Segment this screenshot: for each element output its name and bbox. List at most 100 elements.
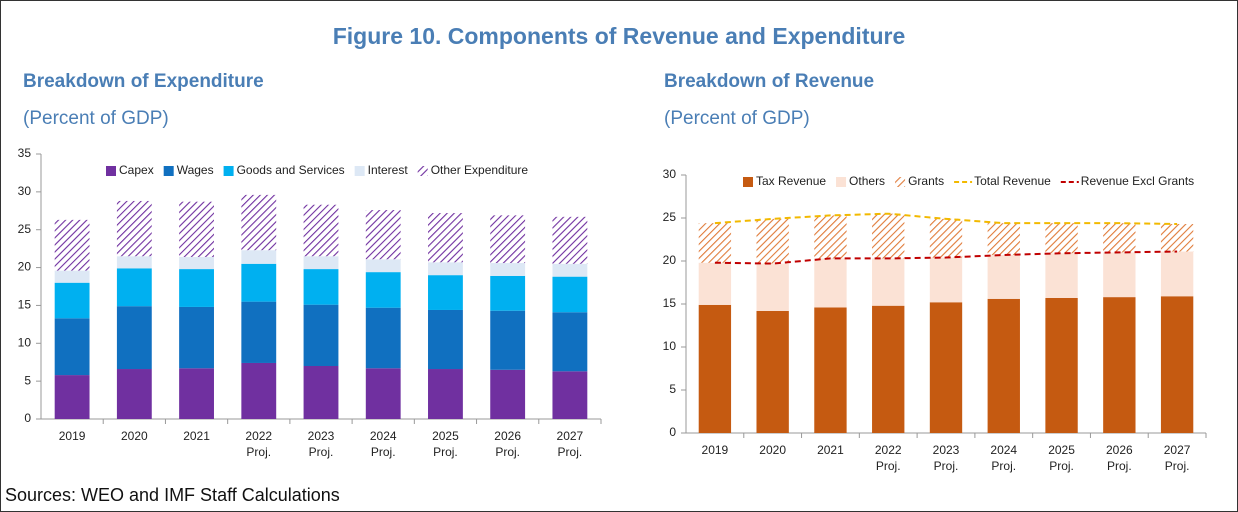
bar-segment — [490, 310, 526, 370]
line-series — [714, 212, 1178, 226]
bar-segment — [54, 375, 90, 419]
x-tick-label: 2022 Proj. — [874, 443, 902, 474]
bar-segment — [490, 215, 526, 264]
x-tick-label: 2021 — [183, 429, 210, 443]
bar-segment — [929, 257, 963, 303]
x-tick-label: 2026 Proj. — [494, 429, 521, 460]
bar-segment — [490, 369, 526, 419]
legend-swatch — [743, 177, 753, 187]
bar-segment — [303, 366, 339, 419]
bar-segment — [814, 258, 847, 308]
line-series — [714, 250, 1178, 265]
legend-label: Capex — [119, 163, 154, 177]
bar-segment — [1103, 297, 1136, 433]
bar-segment — [365, 368, 401, 419]
bar-segment — [1160, 224, 1194, 252]
x-tick-label: 2024 Proj. — [990, 443, 1018, 474]
bar-segment — [1045, 223, 1078, 254]
y-tick-label: 0 — [669, 425, 676, 439]
bar-segment — [365, 210, 401, 260]
bar-segment — [179, 256, 214, 270]
bar-segment — [756, 310, 789, 433]
bar-segment — [552, 371, 588, 419]
bar-segment — [428, 309, 463, 370]
legend-label: Goods and Services — [237, 163, 345, 177]
bar-segment — [872, 258, 905, 306]
bar-segment — [490, 263, 526, 276]
chart-title: Breakdown of Revenue — [664, 71, 875, 92]
x-tick-label: 2022 Proj. — [245, 429, 273, 460]
bar-segment — [987, 298, 1020, 433]
x-tick-label: 2026 Proj. — [1105, 443, 1133, 474]
legend-swatch — [836, 177, 847, 187]
bar-segment — [365, 307, 401, 369]
chart-subtitle: (Percent of GDP) — [23, 108, 169, 129]
x-tick-label: 2025 Proj. — [432, 429, 459, 460]
bar-segment — [365, 272, 401, 308]
y-tick-label: 20 — [18, 260, 32, 274]
bar-segment — [814, 215, 847, 259]
legend-label: Interest — [368, 163, 409, 177]
y-tick-label: 15 — [18, 298, 32, 312]
x-tick-label: 2021 — [817, 443, 844, 457]
bar-segment — [552, 216, 588, 264]
bar-segment — [698, 262, 732, 305]
y-tick-label: 15 — [663, 296, 677, 310]
x-tick-label: 2027 Proj. — [1163, 443, 1191, 474]
bar-segment — [756, 263, 789, 311]
bar-segment — [365, 259, 401, 273]
x-tick-label: 2024 Proj. — [369, 429, 397, 460]
legend-label: Wages — [177, 163, 214, 177]
legend-swatch — [895, 177, 906, 187]
x-tick-label: 2023 Proj. — [307, 429, 335, 460]
chart-title: Breakdown of Expenditure — [23, 71, 264, 92]
x-tick-label: 2023 Proj. — [932, 443, 960, 474]
bar-segment — [552, 312, 588, 372]
y-tick-label: 5 — [669, 382, 676, 396]
bar-segment — [552, 263, 588, 277]
bar-segment — [116, 369, 152, 419]
legend-label: Other Expenditure — [431, 163, 529, 177]
bar-segment — [1160, 251, 1194, 297]
sources: Sources: WEO and IMF Staff Calculations — [5, 485, 340, 505]
bar-segment — [1103, 223, 1136, 253]
y-tick-label: 35 — [18, 146, 32, 160]
y-tick-label: 0 — [24, 411, 31, 425]
bar-segment — [428, 275, 463, 310]
bar-segment — [929, 302, 963, 433]
legend-label: Revenue Excl Grants — [1081, 174, 1194, 188]
bar-segment — [241, 250, 277, 264]
x-tick-label: 2025 Proj. — [1048, 443, 1075, 474]
bar-segment — [116, 306, 152, 370]
x-tick-label: 2027 Proj. — [556, 429, 584, 460]
bar-segment — [698, 223, 732, 263]
bar-segment — [303, 256, 339, 270]
bar-segment — [116, 256, 152, 269]
y-tick-label: 25 — [663, 210, 677, 224]
bar-segment — [552, 276, 588, 313]
y-tick-label: 30 — [18, 184, 32, 198]
bar-segment — [179, 368, 214, 419]
bar-segment — [241, 194, 277, 251]
y-tick-label: 10 — [663, 339, 677, 353]
bar-segment — [1045, 297, 1078, 433]
bar-segment — [756, 218, 789, 264]
bar-segment — [1103, 252, 1136, 298]
y-tick-label: 20 — [663, 253, 677, 267]
bar-segment — [241, 362, 277, 419]
legend-swatch — [354, 166, 365, 176]
y-tick-label: 5 — [24, 373, 31, 387]
legend-swatch — [106, 166, 116, 176]
bar-segment — [987, 254, 1020, 299]
bar-segment — [116, 200, 152, 257]
figure-title: Figure 10. Components of Revenue and Exp… — [332, 23, 906, 49]
bar-segment — [241, 263, 277, 302]
x-tick-label: 2020 — [759, 443, 786, 457]
y-tick-label: 25 — [18, 222, 32, 236]
bar-segment — [116, 268, 152, 307]
x-tick-label: 2020 — [120, 429, 148, 443]
bar-segment — [428, 262, 463, 276]
bar-segment — [54, 270, 90, 283]
bar-segment — [872, 213, 905, 259]
